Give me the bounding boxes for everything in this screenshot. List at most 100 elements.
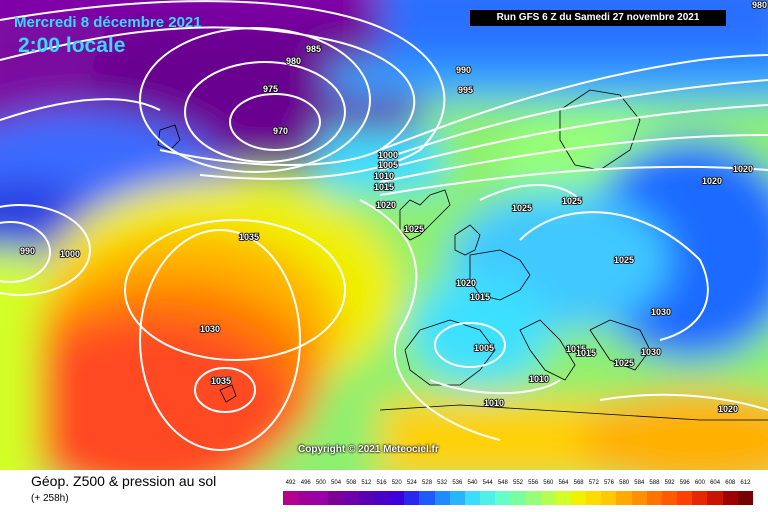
isobar-label: 1005 — [474, 343, 494, 353]
legend-swatch — [661, 491, 678, 505]
legend-swatch — [510, 491, 526, 505]
isobar-label: 980 — [752, 0, 767, 10]
isobar-label: 970 — [273, 126, 288, 136]
legend-value-label: 592 — [664, 480, 675, 486]
legend-value-label: 504 — [331, 480, 342, 486]
legend-swatch — [677, 491, 693, 505]
isobar-label: 1020 — [702, 176, 722, 186]
legend-swatch — [298, 491, 314, 505]
legend-value-label: 540 — [467, 480, 478, 486]
legend-swatch — [419, 491, 435, 505]
legend-value-label: 508 — [346, 480, 357, 486]
legend-swatch — [616, 491, 632, 505]
legend-swatch — [389, 491, 405, 505]
legend-value-label: 524 — [406, 480, 417, 486]
legend-value-label: 564 — [558, 480, 569, 486]
legend-values: 492 496 500 504 508 512 516 520 524 528 532 536 540 5… — [283, 480, 753, 490]
legend-swatch — [449, 491, 465, 505]
isobar-label: 1025 — [614, 255, 634, 265]
isobar-label: 1000 — [60, 249, 80, 259]
forecast-lead-time: (+ 258h) — [31, 493, 69, 504]
legend-value-label: 560 — [543, 480, 554, 486]
legend-swatch — [586, 491, 602, 505]
legend-swatch — [495, 491, 511, 505]
legend-swatch — [631, 491, 647, 505]
isobar-label: 1020 — [718, 404, 738, 414]
legend-value-label: 576 — [603, 480, 614, 486]
legend-swatch — [283, 491, 299, 505]
legend-value-label: 520 — [391, 480, 402, 486]
isobar-label: 1020 — [456, 278, 476, 288]
geopotential-shading — [0, 0, 768, 470]
coastlines — [157, 89, 768, 421]
isobar-label: 1025 — [512, 203, 532, 213]
legend-value-label: 548 — [497, 480, 508, 486]
isobar-label: 1025 — [562, 196, 582, 206]
legend-value-label: 608 — [725, 480, 736, 486]
legend-swatch — [343, 491, 359, 505]
color-scale-legend — [283, 491, 753, 505]
legend-value-label: 556 — [528, 480, 539, 486]
isobar-label: 1030 — [651, 307, 671, 317]
legend-value-label: 596 — [679, 480, 690, 486]
forecast-time: 2:00 locale — [18, 34, 126, 57]
isobar-label: 975 — [263, 84, 278, 94]
legend-value-label: 512 — [361, 480, 372, 486]
forecast-date: Mercredi 8 décembre 2021 — [14, 14, 202, 31]
legend-swatch — [313, 491, 329, 505]
legend-value-label: 568 — [573, 480, 584, 486]
isobar-label: 995 — [458, 85, 473, 95]
isobar-label: 985 — [306, 44, 321, 54]
isobar-label: 1030 — [641, 347, 661, 357]
isobar-lines — [0, 0, 768, 451]
legend-swatch — [646, 491, 662, 505]
copyright-notice: Copyright © 2021 Meteociel.fr — [298, 444, 439, 455]
legend-value-label: 572 — [588, 480, 599, 486]
legend-value-label: 580 — [619, 480, 630, 486]
z500-field-map: 985 980 975 970 990 995 1000 1005 1010 1… — [0, 0, 768, 470]
isobar-label: 1035 — [211, 376, 231, 386]
legend-value-label: 536 — [452, 480, 463, 486]
legend-value-label: 600 — [694, 480, 705, 486]
legend-value-label: 492 — [285, 480, 296, 486]
footer-panel: Géop. Z500 & pression au sol (+ 258h) 49… — [0, 470, 768, 512]
isobar-label: 1000 — [378, 150, 398, 160]
legend-value-label: 516 — [376, 480, 387, 486]
isobar-label: 1030 — [200, 324, 220, 334]
map-title: Géop. Z500 & pression au sol — [31, 473, 217, 489]
legend-value-label: 500 — [315, 480, 326, 486]
legend-value-label: 612 — [740, 480, 751, 486]
isobar-label: 1015 — [576, 348, 596, 358]
isobar-label: 1025 — [614, 358, 634, 368]
legend-swatch — [358, 491, 374, 505]
isobar-label: 1010 — [529, 374, 549, 384]
legend-swatch — [464, 491, 481, 505]
legend-value-label: 604 — [710, 480, 721, 486]
legend-swatch — [555, 491, 571, 505]
model-run-label: Run GFS 6 Z du Samedi 27 novembre 2021 — [470, 10, 726, 26]
legend-swatch — [480, 491, 496, 505]
isobar-label: 1025 — [404, 224, 424, 234]
legend-swatch — [540, 491, 556, 505]
legend-swatch — [404, 491, 420, 505]
legend-swatch — [737, 491, 753, 505]
legend-value-label: 588 — [649, 480, 660, 486]
legend-value-label: 532 — [437, 480, 448, 486]
isobar-label: 1010 — [374, 171, 394, 181]
isobar-label: 980 — [286, 56, 301, 66]
legend-swatch — [373, 491, 390, 505]
legend-swatch — [722, 491, 738, 505]
legend-value-label: 584 — [634, 480, 645, 486]
isobar-label: 990 — [20, 246, 35, 256]
legend-value-label: 496 — [300, 480, 311, 486]
legend-value-label: 552 — [512, 480, 524, 486]
isobar-label: 1005 — [378, 160, 398, 170]
legend-value-label: 528 — [422, 480, 433, 486]
isobar-label: 1010 — [484, 398, 504, 408]
legend-swatch — [707, 491, 723, 505]
isobar-label: 1020 — [376, 200, 396, 210]
legend-swatch — [692, 491, 708, 505]
legend-swatch — [525, 491, 541, 505]
legend-swatch — [434, 491, 450, 505]
legend-swatch — [601, 491, 617, 505]
